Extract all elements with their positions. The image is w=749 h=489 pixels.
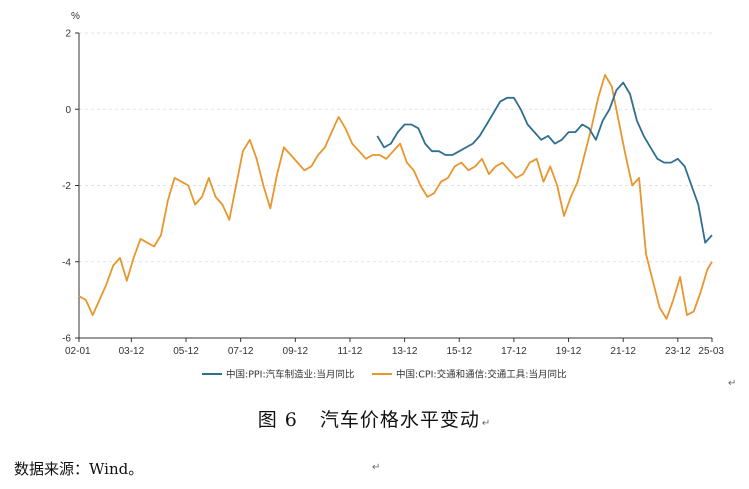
source-note-text: 数据来源：Wind。 <box>14 460 144 478</box>
figure-title: 汽车价格水平变动 <box>319 409 480 431</box>
figure-number: 图 6 <box>257 409 298 431</box>
x-tick-label: 23-12 <box>665 346 691 357</box>
series-line-cpi <box>78 74 713 320</box>
y-tick-label: 0 <box>65 105 71 116</box>
chart: 2 0 -2 -4 -602-01 03-12 05-12 07-12 09-12 11-12 13… <box>62 11 724 381</box>
figure-caption: 图 6 汽车价格水平变动 ↵ <box>0 405 749 432</box>
legend-label-ppi: 中国:PPI:汽车制造业:当月同比 <box>226 369 354 381</box>
x-tick-label: 11-12 <box>338 346 363 357</box>
y-tick-label: -2 <box>62 181 71 192</box>
x-tick-label: 21-12 <box>610 346 636 357</box>
source-note: 数据来源：Wind。 <box>14 458 143 479</box>
legend-label-cpi: 中国:CPI:交通和通信:交通工具:当月同比 <box>396 369 566 381</box>
axes: 2 0 -2 -4 -602-01 03-12 05-12 07-12 09-12 11-12 13… <box>62 29 724 358</box>
y-tick-label: 2 <box>65 29 71 40</box>
x-tick-label: 07-12 <box>228 346 254 357</box>
caption-paragraph-mark: ↵ <box>481 418 492 429</box>
x-tick-label: 09-12 <box>283 346 309 357</box>
y-axis-unit-label: % <box>71 11 80 22</box>
legend: 中国:PPI:汽车制造业:当月同比 中国:CPI:交通和通信:交通工具:当月同比 <box>202 369 566 381</box>
x-tick-label: 05-12 <box>173 346 199 357</box>
paragraph-mark: ↵ <box>728 378 737 389</box>
x-tick-label: 02-01 <box>65 346 91 357</box>
y-tick-label: -6 <box>62 334 71 345</box>
source-paragraph-mark: ↵ <box>372 462 381 473</box>
x-tick-label: 25-03 <box>698 346 724 357</box>
x-tick-label: 03-12 <box>119 346 145 357</box>
x-tick-label: 17-12 <box>501 346 527 357</box>
series-line-ppi <box>376 81 713 244</box>
x-tick-label: 13-12 <box>392 346 418 357</box>
series-lines <box>78 74 713 320</box>
x-tick-label: 19-12 <box>556 346 582 357</box>
x-tick-label: 15-12 <box>446 346 472 357</box>
y-tick-label: -4 <box>62 257 71 268</box>
